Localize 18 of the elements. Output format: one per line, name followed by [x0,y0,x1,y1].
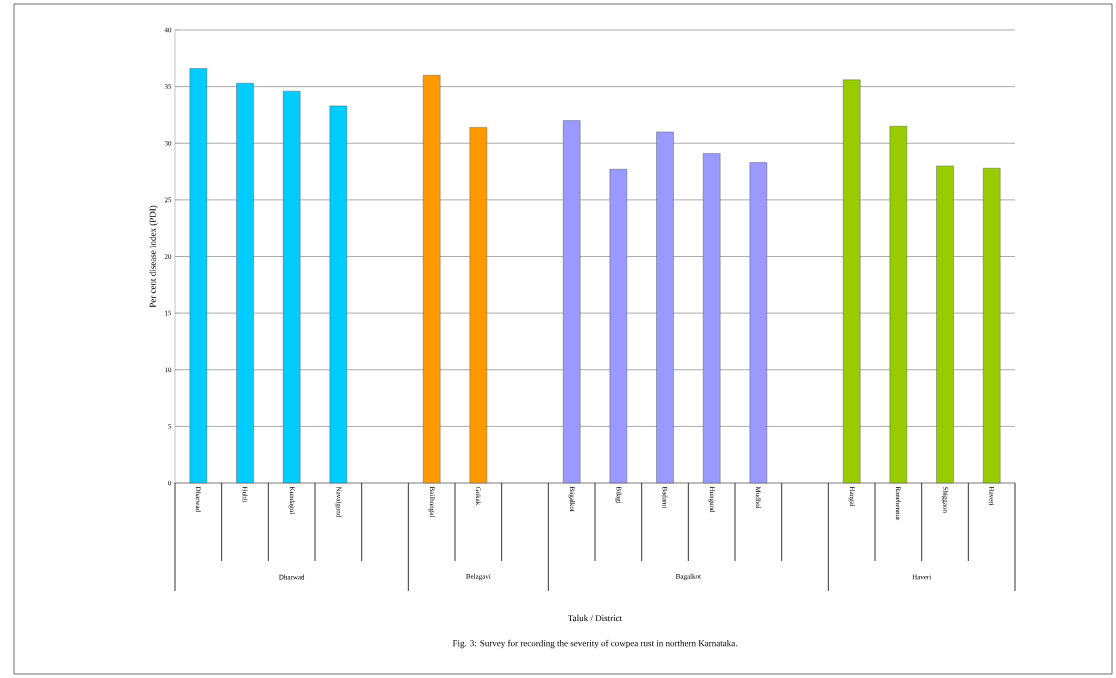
bar [982,167,1001,484]
bar [329,105,348,484]
bar [936,165,954,484]
bar [469,127,488,484]
bar [749,162,768,484]
bar [889,126,908,484]
y-axis-title: Per cent disease index (PDI) [149,205,158,308]
text: Taluk / District [567,614,623,622]
bar [189,68,208,484]
bar [842,79,861,484]
bar [236,83,254,484]
bar [609,169,628,484]
bar [656,131,674,484]
bar [422,75,441,484]
caption: Fig. 3: Survey for recording the severity of cowpea rust in northern Karnataka. [452,639,737,649]
bar [702,153,721,484]
bar [282,90,301,484]
bar [562,120,581,484]
